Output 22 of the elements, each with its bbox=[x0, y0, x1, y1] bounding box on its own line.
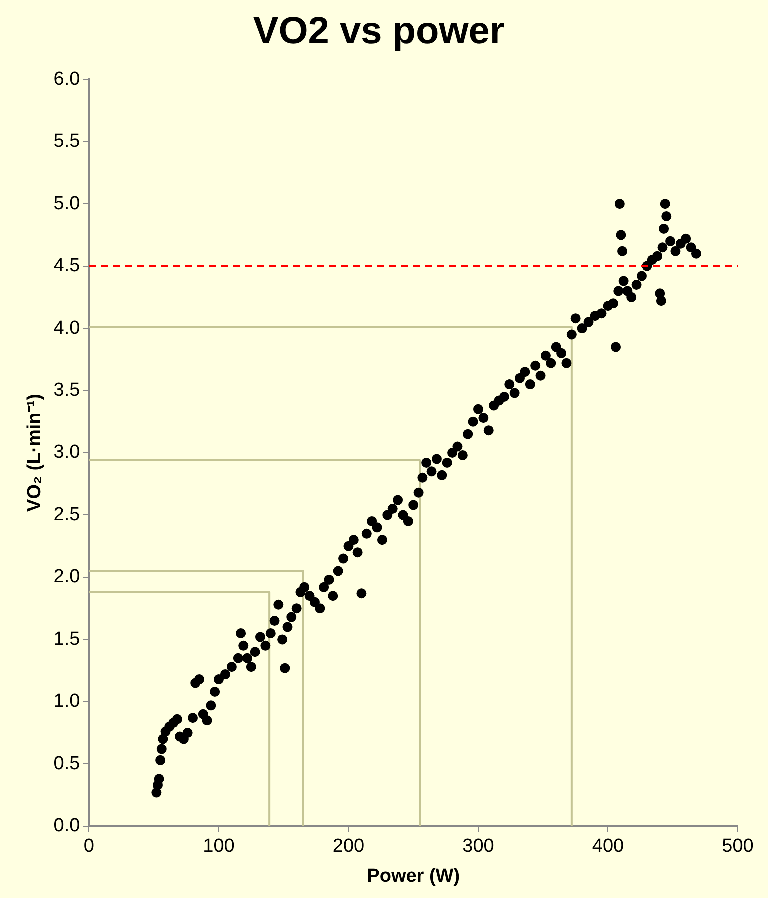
x-tick-label: 300 bbox=[462, 836, 494, 858]
x-tick-label: 500 bbox=[722, 836, 754, 858]
y-tick-label: 2.5 bbox=[54, 504, 80, 526]
y-tick-label: 2.0 bbox=[54, 566, 80, 588]
y-tick-label: 4.5 bbox=[54, 256, 80, 277]
y-tick-label: 6.0 bbox=[54, 68, 80, 90]
x-axis-title: Power (W) bbox=[367, 866, 460, 887]
y-axis-title: VO₂ (L·min⁻¹) bbox=[24, 394, 46, 512]
x-tick-label: 0 bbox=[84, 836, 94, 858]
x-tick-label: 400 bbox=[592, 836, 624, 858]
y-tick-label: 1.5 bbox=[54, 628, 80, 650]
x-tick-label: 200 bbox=[332, 836, 365, 858]
chart-title: VO2 vs power bbox=[253, 10, 505, 52]
y-tick-label: 1.0 bbox=[54, 691, 80, 712]
y-tick-label: 3.0 bbox=[54, 442, 80, 464]
y-tick-label: 5.5 bbox=[54, 131, 80, 152]
y-tick-label: 5.0 bbox=[54, 193, 80, 214]
x-tick-label: 100 bbox=[203, 836, 235, 858]
y-tick-label: 0.5 bbox=[54, 753, 80, 774]
y-tick-label: 0.0 bbox=[54, 816, 80, 837]
y-tick-label: 4.0 bbox=[54, 318, 80, 339]
y-tick-label: 3.5 bbox=[54, 380, 80, 401]
